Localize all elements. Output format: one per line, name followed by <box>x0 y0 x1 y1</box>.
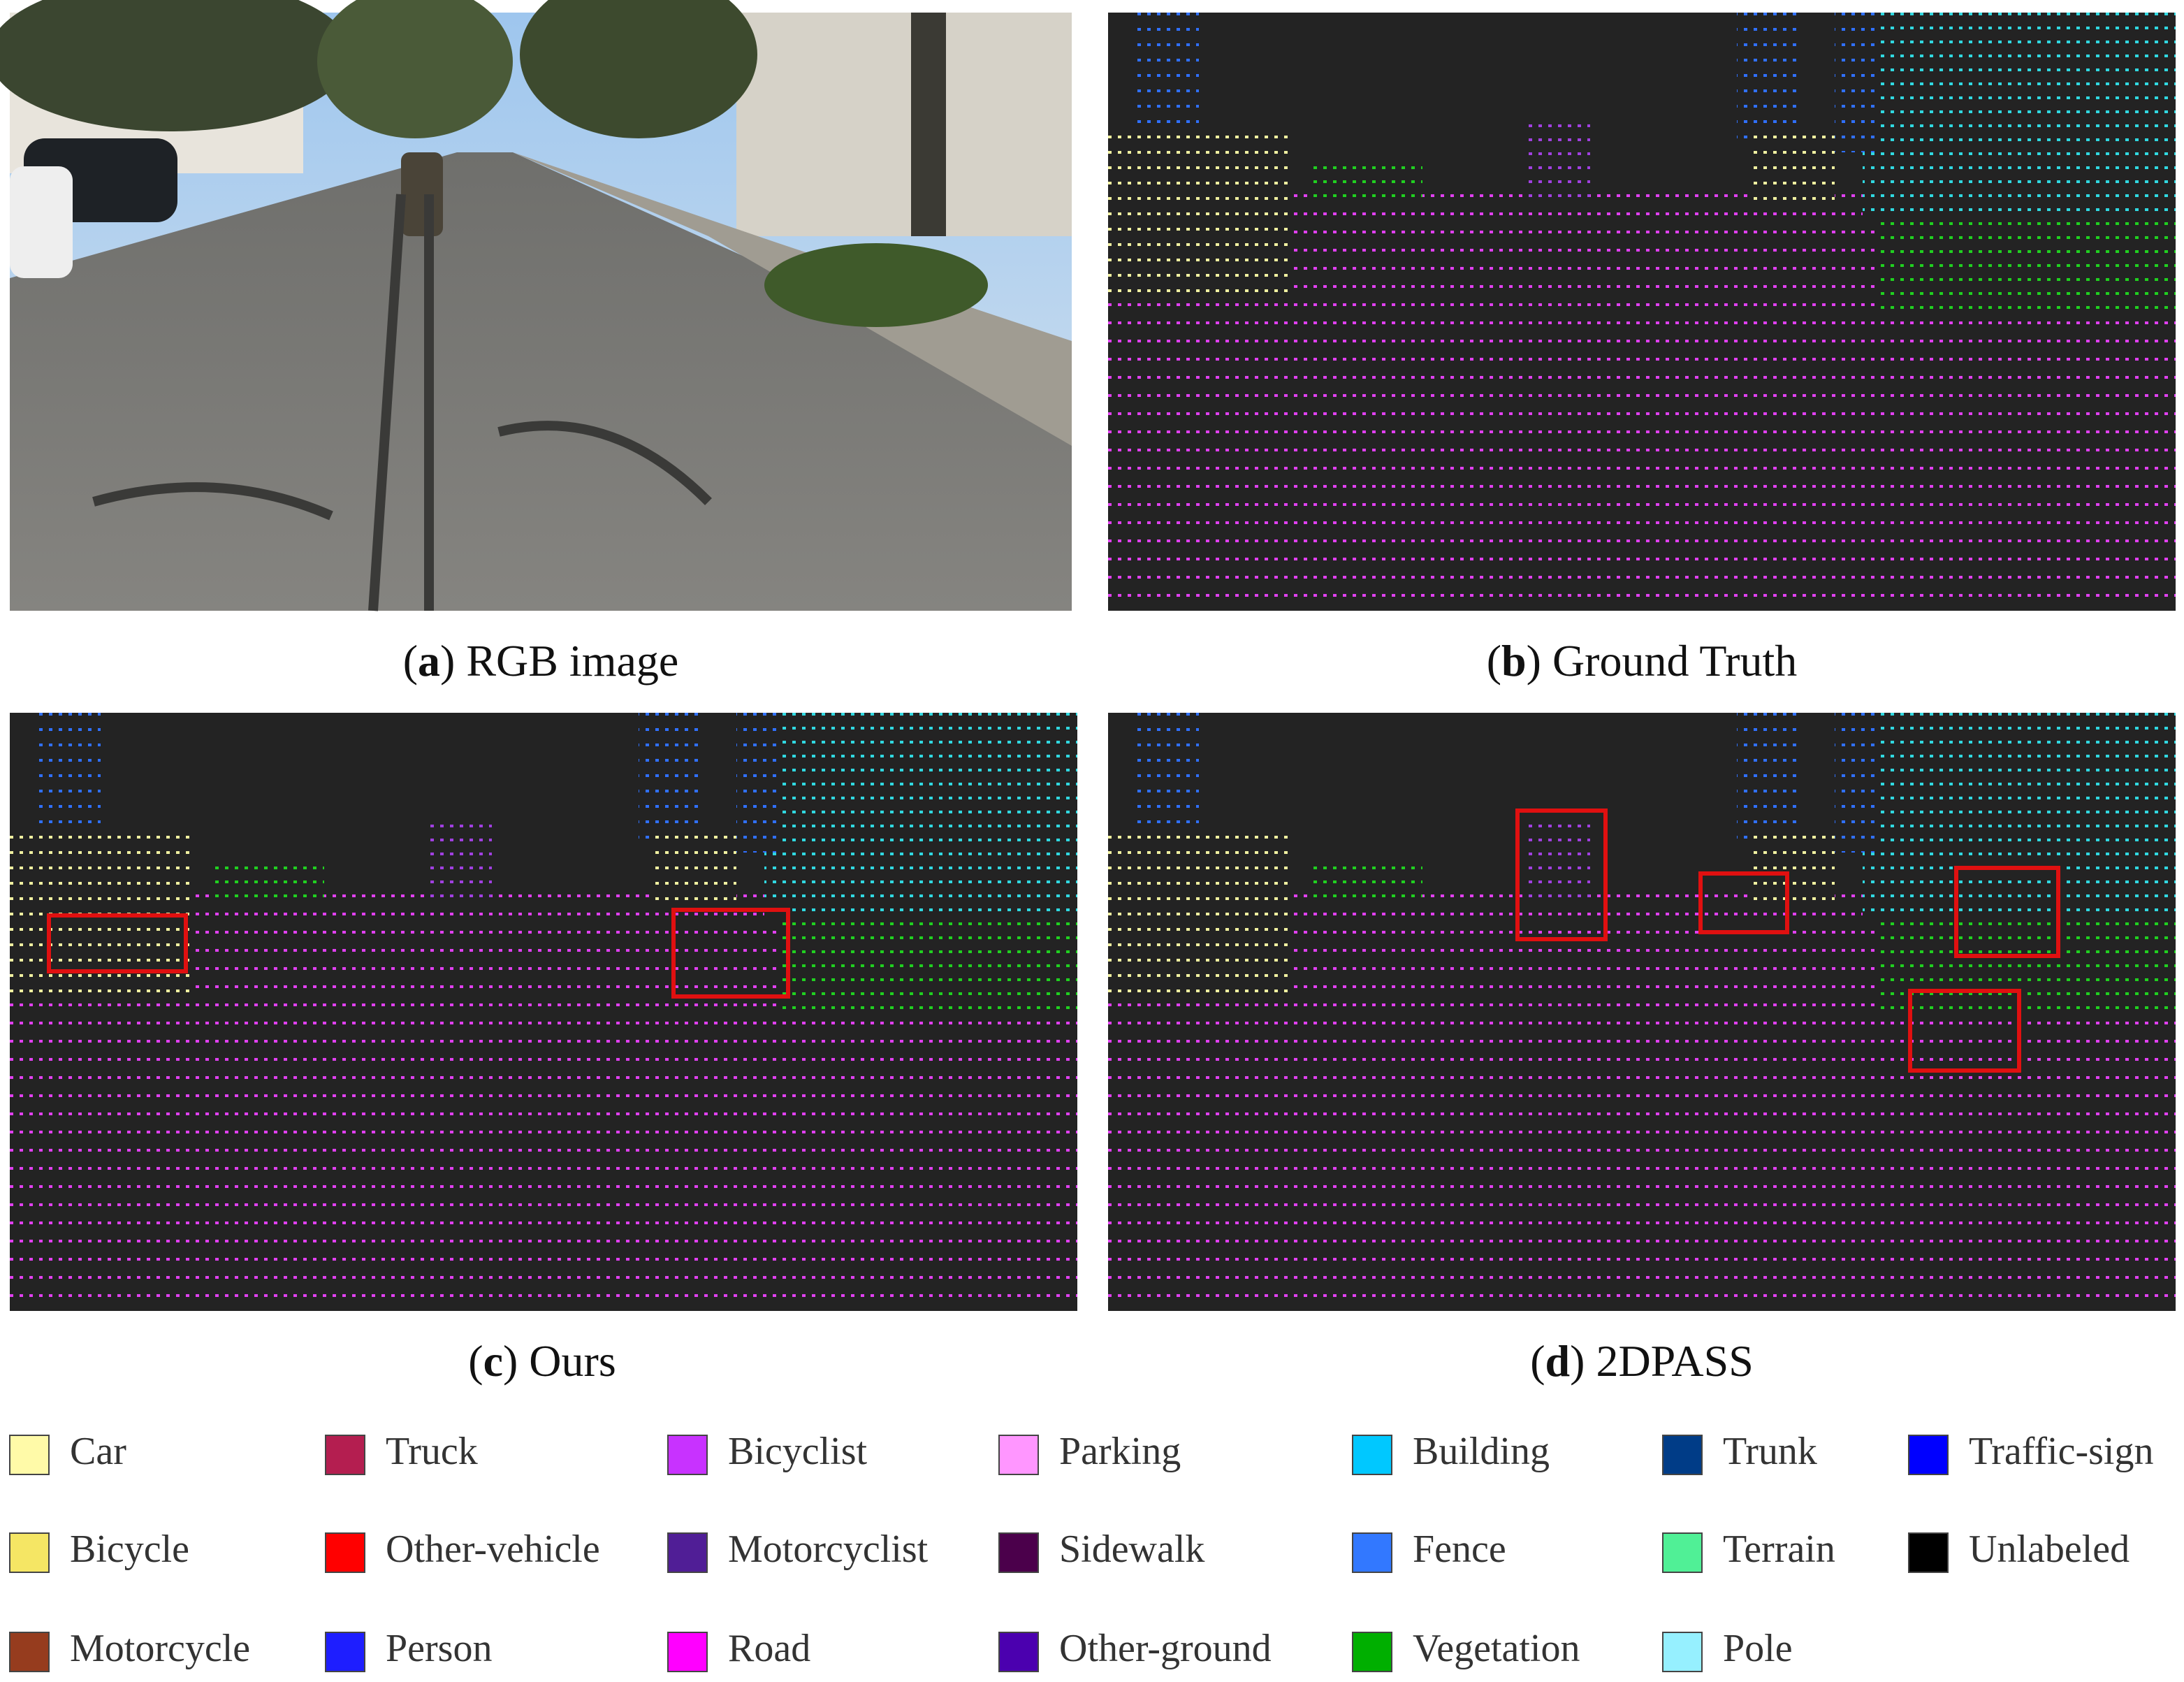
caption-text: RGB image <box>466 636 678 686</box>
legend-label: Trunk <box>1723 1430 1817 1473</box>
legend-swatch <box>9 1632 50 1672</box>
panel-caption: (b) Ground Truth <box>1487 636 1798 686</box>
cloud-points <box>778 922 1077 1020</box>
caption-letter: a <box>418 636 440 686</box>
cloud-points <box>1751 825 1835 908</box>
highlight-box <box>1954 866 2060 958</box>
legend-label: Bicyclist <box>728 1430 868 1473</box>
cloud-points <box>1737 13 1800 138</box>
cloud-points <box>1527 117 1590 201</box>
point-cloud <box>10 713 1077 1311</box>
legend-label: Motorcycle <box>70 1627 250 1670</box>
point-cloud <box>1108 13 2176 611</box>
legend-swatch <box>1662 1632 1703 1672</box>
cloud-points <box>1863 713 2176 922</box>
legend-swatch <box>998 1532 1039 1573</box>
panel-caption: (c) Ours <box>468 1336 616 1386</box>
cloud-points <box>1835 13 1877 152</box>
caption-text: 2DPASS <box>1596 1336 1753 1386</box>
legend-swatch <box>1908 1532 1949 1573</box>
legend-swatch <box>998 1435 1039 1475</box>
caption-text: Ours <box>529 1336 616 1386</box>
legend-label: Vegetation <box>1413 1627 1580 1670</box>
legend-label: Road <box>728 1627 810 1670</box>
legend-label: Parking <box>1059 1430 1181 1473</box>
legend-label: Unlabeled <box>1969 1528 2130 1571</box>
panel-caption: (a) RGB image <box>403 636 679 686</box>
cloud-points <box>1108 124 1290 299</box>
legend-swatch <box>1662 1435 1703 1475</box>
caption-paren: ( <box>468 1336 483 1386</box>
cloud-points <box>1527 818 1590 901</box>
caption-letter: d <box>1545 1336 1571 1386</box>
legend-label: Bicycle <box>70 1528 189 1571</box>
caption-letter: b <box>1501 636 1527 686</box>
legend-swatch <box>325 1435 365 1475</box>
caption-letter: c <box>483 1336 503 1386</box>
legend-swatch <box>9 1435 50 1475</box>
point-cloud <box>1108 713 2176 1311</box>
legend-label: Building <box>1413 1430 1550 1473</box>
cloud-points <box>736 713 778 853</box>
caption-paren: ( <box>1487 636 1501 686</box>
cloud-points <box>1751 124 1835 208</box>
highlight-box <box>1515 809 1608 941</box>
caption-paren: ) <box>1527 636 1541 686</box>
legend-swatch <box>1352 1532 1392 1573</box>
cloud-points <box>639 713 701 839</box>
legend-swatch <box>9 1532 50 1573</box>
legend-label: Truck <box>386 1430 478 1473</box>
cloud-points <box>1108 825 1290 999</box>
legend-label: Person <box>386 1627 492 1670</box>
legend-swatch <box>998 1632 1039 1672</box>
caption-text: Ground Truth <box>1552 636 1797 686</box>
cloud-points <box>1877 922 2176 1020</box>
panel-caption: (d) 2DPASS <box>1530 1336 1754 1386</box>
legend-swatch <box>1352 1435 1392 1475</box>
cloud-points <box>1311 860 1422 901</box>
cloud-points <box>212 860 324 901</box>
cloud-points <box>1737 713 1800 839</box>
highlight-box <box>1908 989 2021 1073</box>
cloud-points <box>764 713 1077 922</box>
legend-label: Motorcyclist <box>728 1528 929 1571</box>
caption-paren: ) <box>503 1336 518 1386</box>
cloud-points <box>1863 13 2176 222</box>
legend-label: Sidewalk <box>1059 1528 1204 1571</box>
legend-swatch <box>1662 1532 1703 1573</box>
caption-paren: ( <box>1530 1336 1545 1386</box>
legend-label: Other-ground <box>1059 1627 1272 1670</box>
rgb-photo <box>0 0 1072 611</box>
cloud-points <box>1835 713 1877 853</box>
legend-swatch <box>325 1532 365 1573</box>
cloud-points <box>1877 222 2176 320</box>
highlight-box <box>671 908 790 999</box>
legend-swatch <box>325 1632 365 1672</box>
legend-swatch <box>667 1632 708 1672</box>
legend-swatch <box>667 1435 708 1475</box>
legend-label: Traffic-sign <box>1969 1430 2153 1473</box>
caption-paren: ) <box>440 636 455 686</box>
highlight-box <box>1698 871 1789 934</box>
legend-label: Car <box>70 1430 126 1473</box>
legend-label: Other-vehicle <box>386 1528 600 1571</box>
legend-swatch <box>667 1532 708 1573</box>
highlight-box <box>47 913 188 973</box>
legend-swatch <box>1352 1632 1392 1672</box>
caption-paren: ( <box>403 636 418 686</box>
cloud-points <box>429 818 492 901</box>
legend-swatch <box>1908 1435 1949 1475</box>
legend-label: Terrain <box>1723 1528 1835 1571</box>
caption-paren: ) <box>1570 1336 1585 1386</box>
legend-label: Pole <box>1723 1627 1793 1670</box>
legend-label: Fence <box>1413 1528 1506 1571</box>
cloud-points <box>1311 159 1422 201</box>
cloud-points <box>653 825 736 908</box>
